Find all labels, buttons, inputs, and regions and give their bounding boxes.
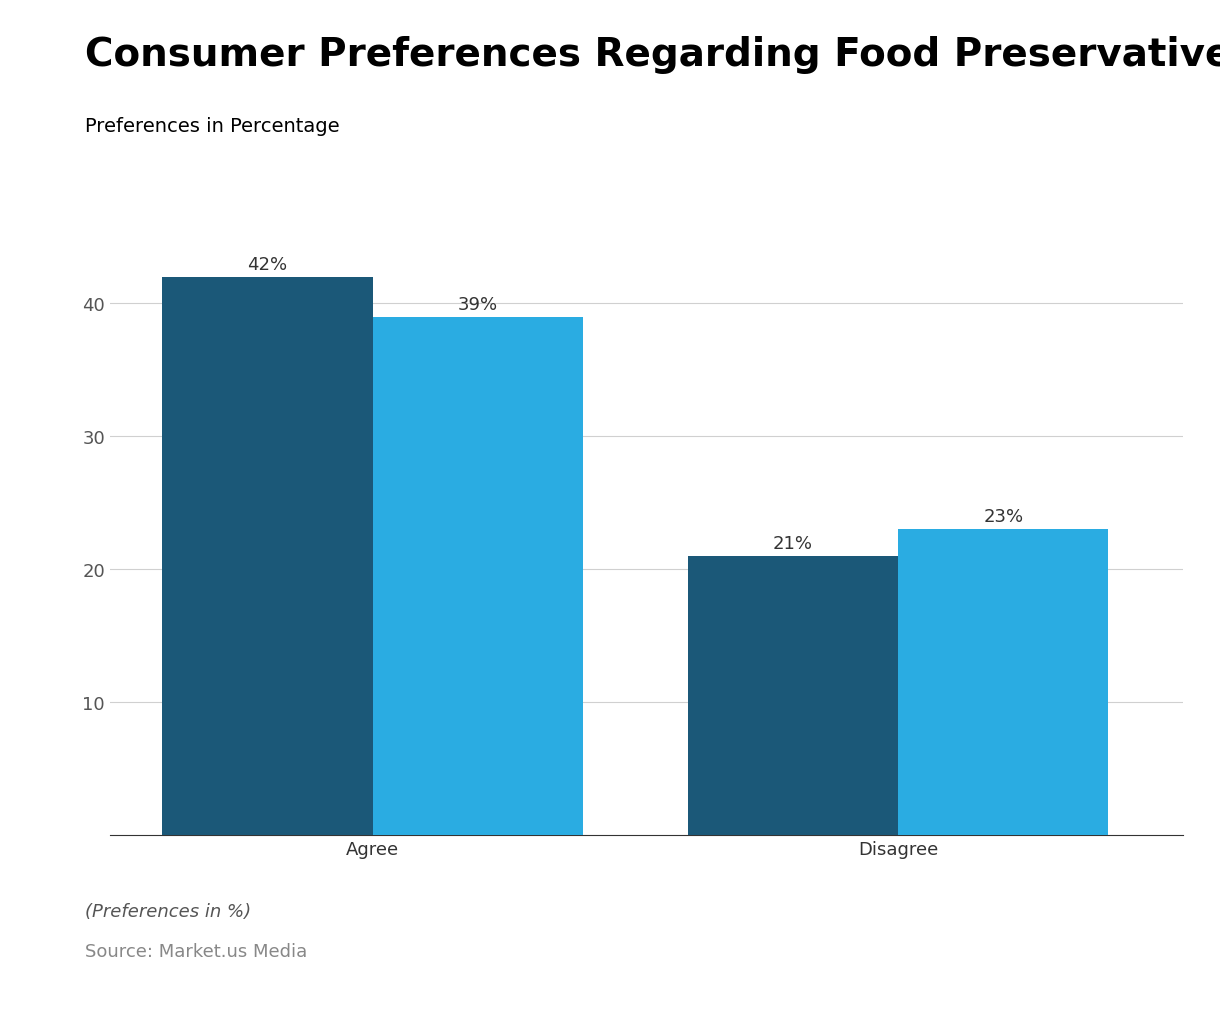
Bar bbox=[162, 277, 372, 836]
Bar bbox=[688, 556, 898, 836]
Text: 39%: 39% bbox=[458, 296, 498, 313]
Text: 23%: 23% bbox=[983, 507, 1024, 526]
Text: 21%: 21% bbox=[773, 535, 813, 552]
Text: 42%: 42% bbox=[248, 256, 288, 273]
Bar bbox=[372, 317, 583, 836]
Text: Preferences in Percentage: Preferences in Percentage bbox=[85, 117, 340, 137]
Text: Consumer Preferences Regarding Food Preservatives: Consumer Preferences Regarding Food Pres… bbox=[85, 36, 1220, 73]
Bar bbox=[898, 530, 1108, 836]
Text: Source: Market.us Media: Source: Market.us Media bbox=[85, 943, 307, 961]
Text: (Preferences in %): (Preferences in %) bbox=[85, 902, 251, 920]
